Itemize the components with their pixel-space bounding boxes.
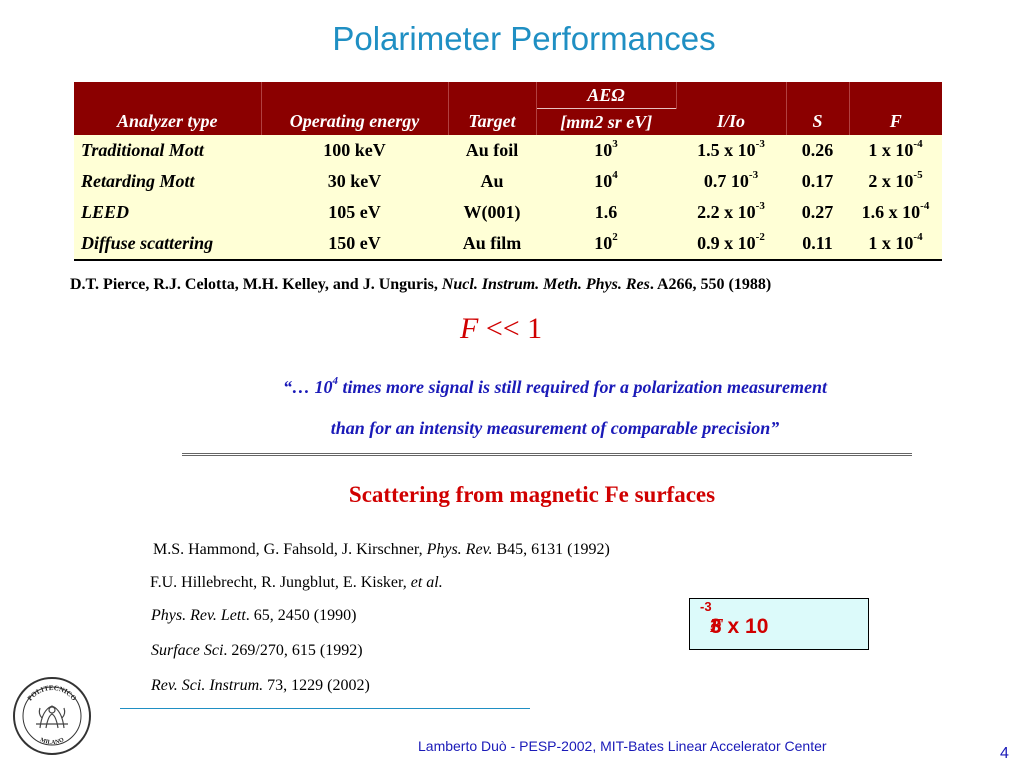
analyzer-cell: LEED xyxy=(74,197,261,228)
target-cell: W(001) xyxy=(448,197,536,228)
result-value: F ~ 3 x 10 -3 xyxy=(700,599,769,638)
table-row: Traditional Mott 100 keV Au foil 103 1.5… xyxy=(74,135,942,166)
analyzer-cell: Retarding Mott xyxy=(74,166,261,197)
footer-rule xyxy=(120,708,530,709)
f-cell: 1.6 x 10-4 xyxy=(849,197,942,228)
ae-cell: 104 xyxy=(536,166,676,197)
header-analyzer-type: Analyzer type xyxy=(74,82,262,135)
ratio-cell: 0.7 10-3 xyxy=(676,166,786,197)
analyzer-cell: Traditional Mott xyxy=(74,135,261,166)
header-intensity-ratio: I/Io xyxy=(676,82,787,135)
target-cell: Au film xyxy=(448,228,536,261)
reference-item: Phys. Rev. Lett. 65, 2450 (1990) xyxy=(151,607,357,624)
slide-title: Polarimeter Performances xyxy=(332,20,716,57)
f-cell: 1 x 10-4 xyxy=(849,135,942,166)
table-reference-citation: D.T. Pierce, R.J. Celotta, M.H. Kelley, … xyxy=(70,276,772,293)
f-cell: 1 x 10-4 xyxy=(849,228,942,261)
reference-item: Surface Sci. 269/270, 615 (1992) xyxy=(151,642,363,659)
quote-line-2: than for an intensity measurement of com… xyxy=(330,418,780,438)
f-cell: 2 x 10-5 xyxy=(849,166,942,197)
divider xyxy=(182,453,912,456)
table-row: LEED 105 eV W(001) 1.6 2.2 x 10-3 0.27 1… xyxy=(74,197,942,228)
logo-top-text: POLITECNICO xyxy=(26,684,78,703)
s-cell: 0.17 xyxy=(786,166,849,197)
footer-text: Lamberto Duò - PESP-2002, MIT-Bates Line… xyxy=(418,738,827,754)
s-cell: 0.11 xyxy=(786,228,849,261)
result-box: F ~ 3 x 10 -3 xyxy=(689,598,869,650)
energy-cell: 100 keV xyxy=(261,135,448,166)
page-number: 4 xyxy=(1000,745,1009,762)
ratio-cell: 2.2 x 10-3 xyxy=(676,197,786,228)
section-subheading: Scattering from magnetic Fe surfaces xyxy=(348,482,716,507)
reference-item: M.S. Hammond, G. Fahsold, J. Kirschner, … xyxy=(153,541,610,558)
table-row: Diffuse scattering 150 eV Au film 102 0.… xyxy=(74,228,942,261)
figure-of-merit-statement: F << 1 xyxy=(460,312,543,345)
quote-line-1: “… 104 times more signal is still requir… xyxy=(282,375,828,398)
header-figure-of-merit: F xyxy=(849,82,942,135)
header-ae-omega: AEΩ xyxy=(536,82,677,109)
svg-text:MILANO: MILANO xyxy=(39,737,65,746)
s-cell: 0.27 xyxy=(786,197,849,228)
politecnico-milano-seal-icon: POLITECNICO MILANO xyxy=(13,677,91,755)
analyzer-cell: Diffuse scattering xyxy=(74,228,261,261)
reference-item: F.U. Hillebrecht, R. Jungblut, E. Kisker… xyxy=(150,574,443,591)
header-sherman-function: S xyxy=(786,82,850,135)
energy-cell: 30 keV xyxy=(261,166,448,197)
ratio-cell: 0.9 x 10-2 xyxy=(676,228,786,261)
polarimeter-performance-table: Analyzer type Operating energy Target AE… xyxy=(74,82,942,261)
header-operating-energy: Operating energy xyxy=(261,82,449,135)
energy-cell: 150 eV xyxy=(261,228,448,261)
s-cell: 0.26 xyxy=(786,135,849,166)
ae-cell: 102 xyxy=(536,228,676,261)
header-target: Target xyxy=(448,82,537,135)
energy-cell: 105 eV xyxy=(261,197,448,228)
target-cell: Au xyxy=(448,166,536,197)
header-ae-units: [mm2 sr eV] xyxy=(536,108,676,135)
svg-text:POLITECNICO: POLITECNICO xyxy=(26,684,78,703)
table-row: Retarding Mott 30 keV Au 104 0.7 10-3 0.… xyxy=(74,166,942,197)
ae-cell: 103 xyxy=(536,135,676,166)
ae-cell: 1.6 xyxy=(536,197,676,228)
target-cell: Au foil xyxy=(448,135,536,166)
ratio-cell: 1.5 x 10-3 xyxy=(676,135,786,166)
logo-bottom-text: MILANO xyxy=(39,737,65,746)
reference-item: Rev. Sci. Instrum. 73, 1229 (2002) xyxy=(151,677,370,694)
